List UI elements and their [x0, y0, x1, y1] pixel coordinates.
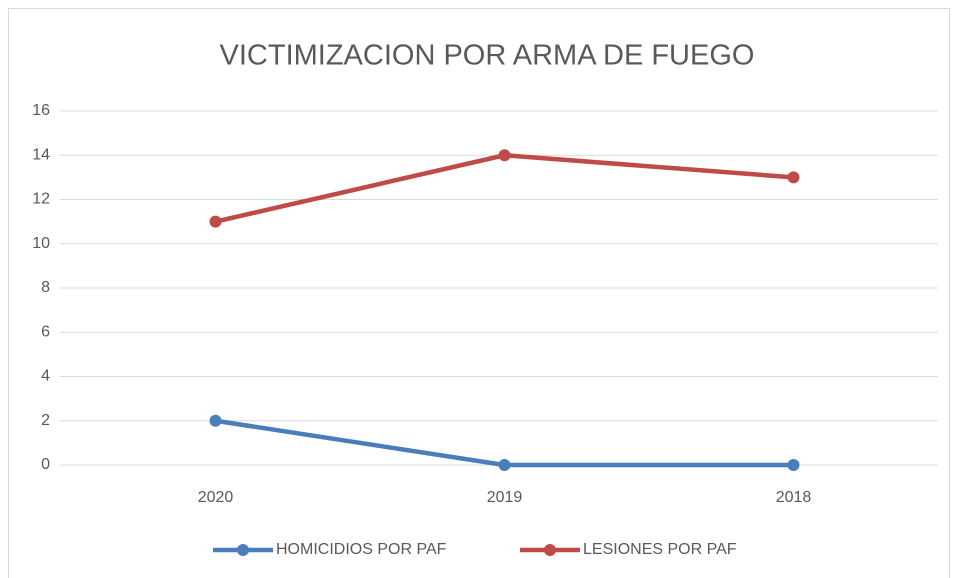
legend-marker	[237, 544, 249, 556]
data-point	[209, 414, 222, 427]
y-tick-label: 16	[32, 102, 50, 119]
y-tick-label: 2	[41, 412, 50, 429]
x-tick-label: 2019	[487, 489, 523, 506]
data-point	[787, 171, 800, 184]
legend-label: LESIONES POR PAF	[583, 541, 737, 558]
y-tick-label: 4	[41, 368, 50, 385]
y-tick-label: 10	[32, 235, 50, 252]
legend-label: HOMICIDIOS POR PAF	[276, 541, 447, 558]
y-tick-label: 12	[32, 191, 50, 208]
data-point	[209, 215, 222, 228]
y-tick-label: 0	[41, 456, 50, 473]
y-tick-label: 8	[41, 279, 50, 296]
data-point	[498, 459, 511, 471]
x-tick-label: 2018	[776, 489, 812, 506]
data-point	[498, 149, 511, 162]
y-tick-label: 6	[41, 323, 50, 340]
chart-border	[8, 8, 950, 578]
chart-title: VICTIMIZACION POR ARMA DE FUEGO	[220, 40, 755, 72]
y-tick-label: 14	[32, 146, 50, 163]
data-point	[787, 459, 800, 471]
legend-marker	[544, 544, 556, 556]
x-tick-label: 2020	[198, 489, 234, 506]
